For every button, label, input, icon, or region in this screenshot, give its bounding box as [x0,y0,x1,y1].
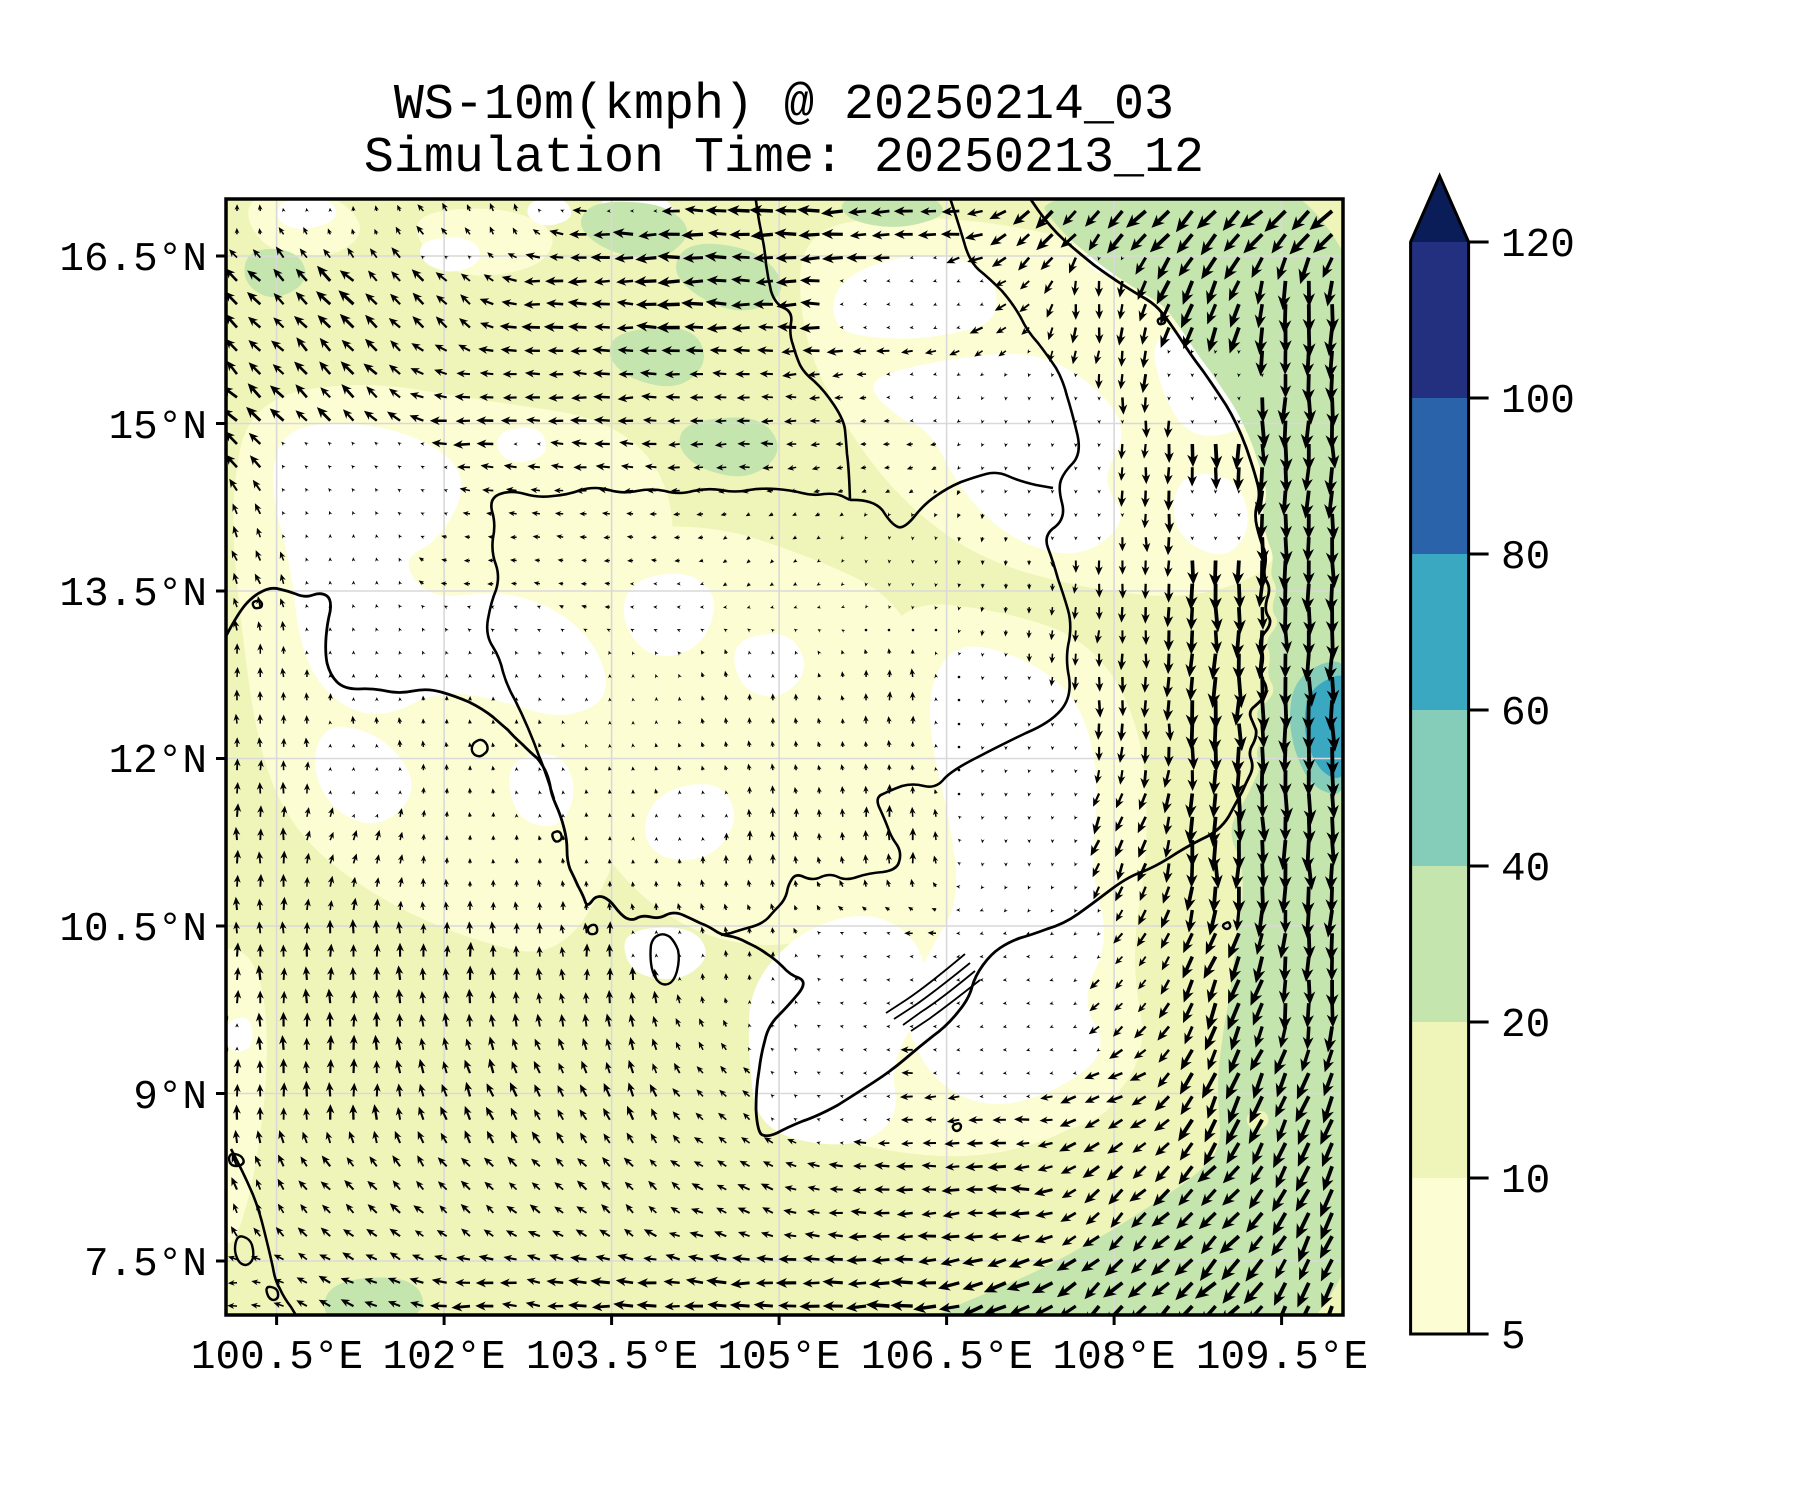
svg-text:102°E: 102°E [382,1335,505,1381]
svg-text:40: 40 [1501,847,1550,893]
svg-text:13.5°N: 13.5°N [59,572,207,618]
svg-text:100.5°E: 100.5°E [191,1335,363,1381]
svg-text:Simulation Time: 20250213_12: Simulation Time: 20250213_12 [364,130,1204,187]
svg-text:108°E: 108°E [1052,1335,1175,1381]
svg-text:15°N: 15°N [109,405,207,451]
svg-text:109.5°E: 109.5°E [1196,1335,1368,1381]
svg-text:105°E: 105°E [717,1335,840,1381]
svg-text:80: 80 [1501,535,1550,581]
svg-text:100: 100 [1501,379,1575,425]
svg-text:120: 120 [1501,223,1575,269]
svg-text:20: 20 [1501,1003,1550,1049]
svg-text:WS-10m(kmph) @ 20250214_03: WS-10m(kmph) @ 20250214_03 [394,77,1174,134]
svg-text:16.5°N: 16.5°N [59,237,207,283]
svg-text:10.5°N: 10.5°N [59,907,207,953]
svg-text:60: 60 [1501,691,1550,737]
svg-text:12°N: 12°N [109,739,207,785]
svg-text:103.5°E: 103.5°E [526,1335,698,1381]
svg-text:10: 10 [1501,1159,1550,1205]
svg-text:7.5°N: 7.5°N [84,1242,207,1288]
svg-text:5: 5 [1501,1315,1526,1361]
svg-text:106.5°E: 106.5°E [861,1335,1033,1381]
svg-text:9°N: 9°N [133,1075,207,1121]
